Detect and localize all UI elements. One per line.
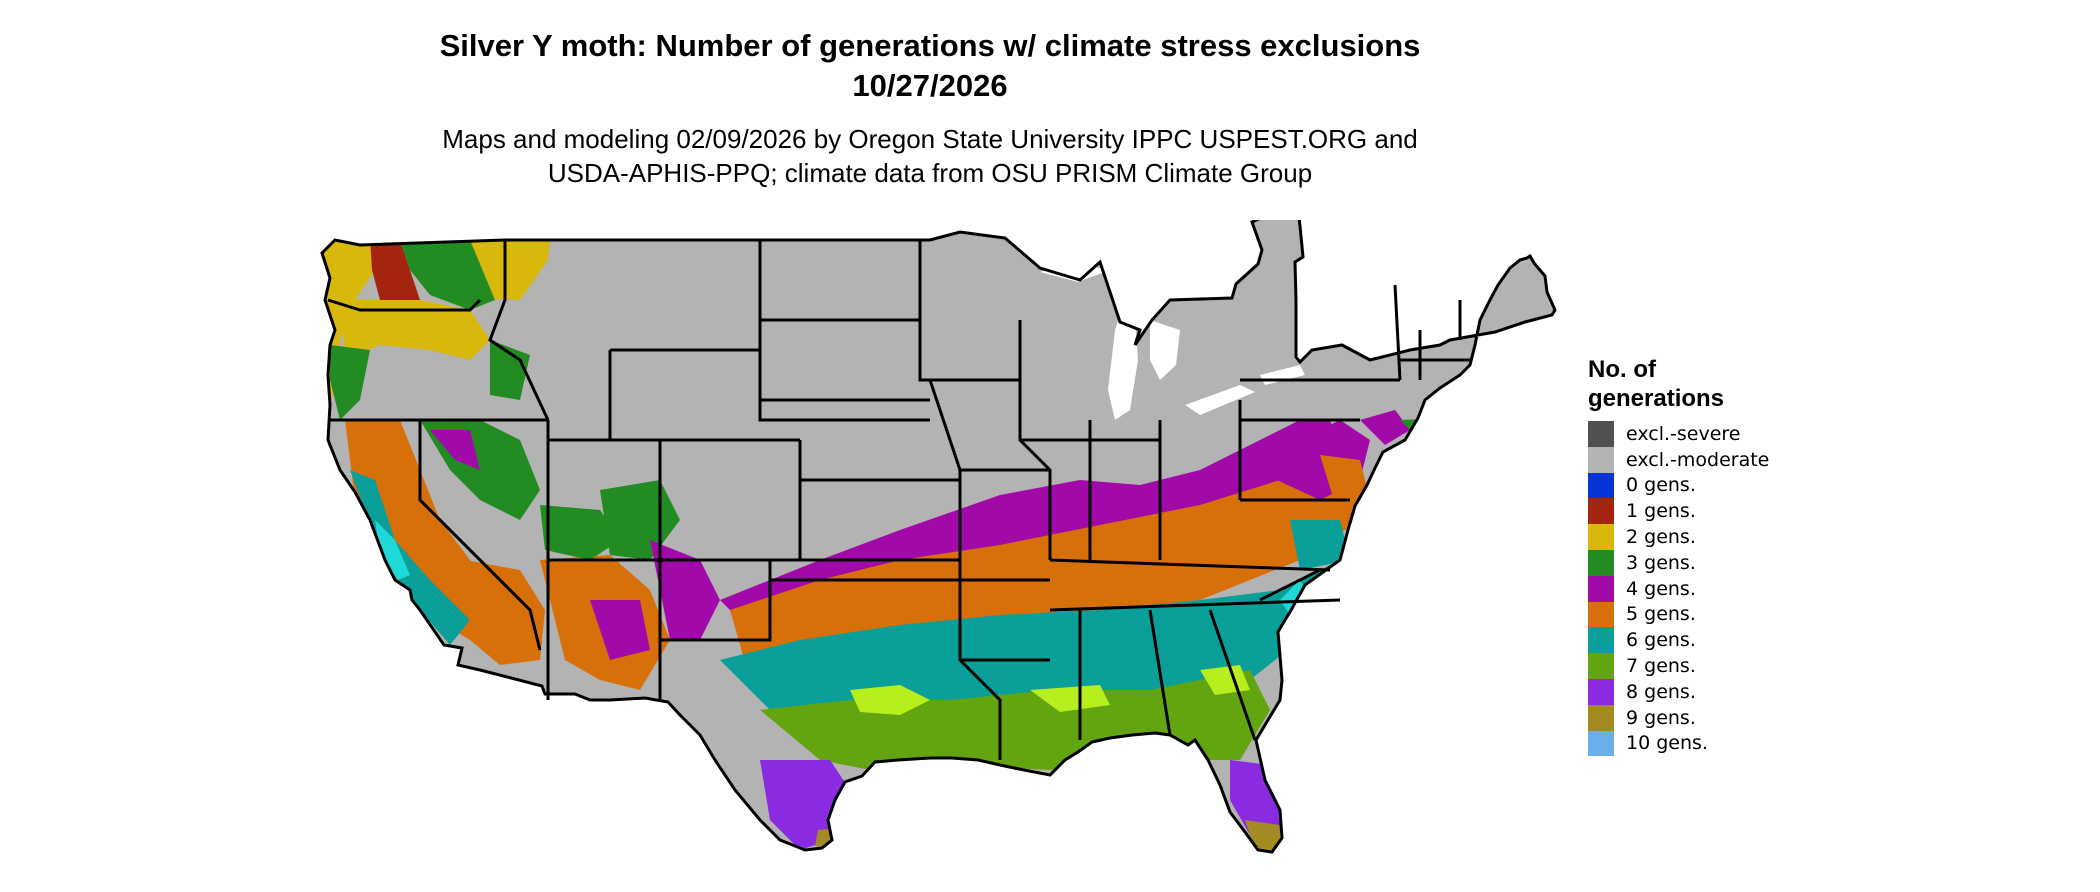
map-credit-line-2: USDA-APHIS-PPQ; climate data from OSU PR… bbox=[547, 158, 1313, 188]
legend-label: 4 gens. bbox=[1626, 577, 1696, 600]
lake-huron bbox=[1150, 320, 1180, 380]
legend-label: 3 gens. bbox=[1626, 551, 1696, 574]
legend-label: 1 gens. bbox=[1626, 500, 1696, 523]
legend-label: excl.-moderate bbox=[1626, 448, 1770, 471]
legend-swatch bbox=[1588, 446, 1614, 473]
legend-label: excl.-severe bbox=[1626, 422, 1741, 445]
legend-swatch bbox=[1588, 704, 1614, 731]
zone-4-gens-az bbox=[590, 600, 650, 660]
legend-item: 4 gens. bbox=[1588, 575, 1928, 602]
zone-5-gens-ca-valley bbox=[345, 420, 500, 640]
generation-zones bbox=[322, 238, 1460, 850]
legend-title-line-2: generations bbox=[1588, 385, 1725, 412]
lake-erie bbox=[1185, 385, 1255, 415]
legend-item: 2 gens. bbox=[1588, 524, 1928, 550]
legend-label: 9 gens. bbox=[1626, 706, 1696, 729]
legend-swatch bbox=[1588, 575, 1614, 602]
zone-6-gens-band bbox=[720, 560, 1345, 720]
legend-label: 7 gens. bbox=[1626, 655, 1696, 678]
zone-cyan-ca bbox=[375, 520, 410, 580]
legend-title-line-1: No. of bbox=[1588, 356, 1656, 383]
legend-swatch bbox=[1588, 627, 1614, 654]
map-title: Silver Y moth: Number of generations w/ … bbox=[439, 28, 1421, 63]
zone-3-gens-idaho bbox=[490, 340, 530, 400]
legend-swatch bbox=[1588, 421, 1614, 447]
legend-label: 0 gens. bbox=[1626, 474, 1696, 497]
zone-6-gens-nc bbox=[1290, 520, 1350, 570]
legend-swatch bbox=[1588, 601, 1614, 628]
legend-item: 3 gens. bbox=[1588, 549, 1928, 576]
legend-item: 9 gens. bbox=[1588, 704, 1928, 731]
legend-swatch bbox=[1588, 472, 1614, 499]
legend-label: 2 gens. bbox=[1626, 526, 1696, 549]
lake-michigan bbox=[1108, 300, 1138, 420]
legend-swatch bbox=[1588, 498, 1614, 525]
zone-2-gens-or bbox=[340, 300, 490, 360]
zone-6-gens-ca-coast bbox=[350, 470, 470, 645]
legend-item: excl.-moderate bbox=[1588, 446, 1928, 473]
legend-swatch bbox=[1588, 678, 1614, 705]
zone-2-gens-id bbox=[470, 240, 550, 300]
legend-item: 1 gens. bbox=[1588, 498, 1928, 525]
zone-1-gens-cascades bbox=[370, 238, 420, 320]
us-generations-map bbox=[320, 220, 1557, 854]
legend-label: 10 gens. bbox=[1626, 732, 1708, 755]
legend-item: 0 gens. bbox=[1588, 472, 1928, 499]
map-credit-line-1: Maps and modeling 02/09/2026 by Oregon S… bbox=[442, 124, 1418, 154]
zone-3-gens-n-ca bbox=[330, 345, 370, 420]
zone-5-gens-socal bbox=[465, 560, 545, 665]
zone-3-gens-utah bbox=[540, 505, 620, 560]
legend-label: 5 gens. bbox=[1626, 603, 1696, 626]
legend-swatch bbox=[1588, 730, 1614, 757]
legend-item: 10 gens. bbox=[1588, 730, 1928, 757]
map-date: 10/27/2026 bbox=[852, 68, 1008, 103]
legend-swatch bbox=[1588, 653, 1614, 679]
legend: No. of generations excl.-severe excl.-mod… bbox=[1588, 355, 1928, 757]
zone-3-gens-li bbox=[1400, 418, 1460, 440]
legend-item: 7 gens. bbox=[1588, 653, 1928, 679]
zone-lime-tx bbox=[850, 685, 930, 715]
zone-lime-ms bbox=[1030, 685, 1110, 712]
legend-list: excl.-severe excl.-moderate 0 gens. 1 gens.… bbox=[1588, 421, 1928, 757]
legend-item: 6 gens. bbox=[1588, 627, 1928, 654]
legend-swatch bbox=[1588, 524, 1614, 550]
state-borders bbox=[320, 220, 1557, 854]
zone-4-gens-nm bbox=[650, 540, 720, 640]
zone-4-gens-nv bbox=[430, 430, 480, 470]
legend-label: 8 gens. bbox=[1626, 680, 1696, 703]
legend-item: excl.-severe bbox=[1588, 421, 1928, 447]
legend-item: 5 gens. bbox=[1588, 601, 1928, 628]
zone-5-gens-band bbox=[730, 460, 1360, 680]
zone-4-gens-nj bbox=[1360, 410, 1410, 445]
zone-8-gens-tx bbox=[760, 760, 850, 850]
legend-swatch bbox=[1588, 549, 1614, 576]
legend-label: 6 gens. bbox=[1626, 629, 1696, 652]
legend-item: 8 gens. bbox=[1588, 678, 1928, 705]
zone-9-gens-fl bbox=[1245, 820, 1280, 850]
